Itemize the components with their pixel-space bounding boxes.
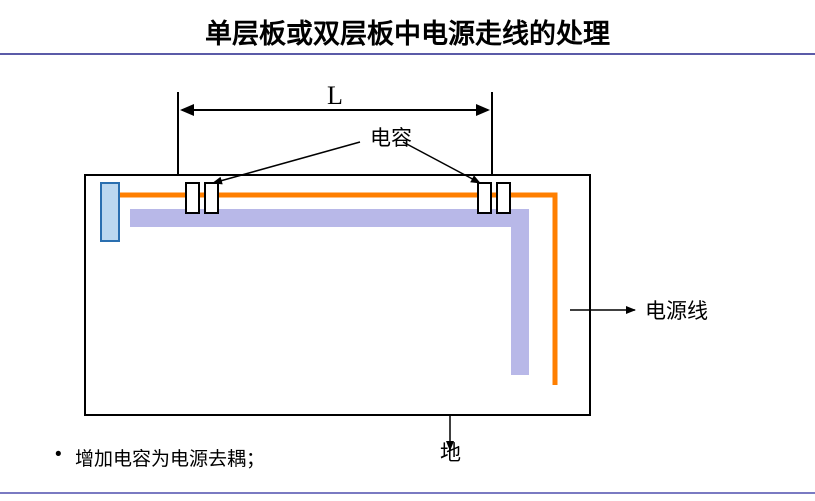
label-capacitor: 电容 xyxy=(370,126,412,150)
capacitor-0 xyxy=(186,183,199,213)
pcb-diagram: L 电容电源线地 xyxy=(0,70,815,470)
label-power-line: 电源线 xyxy=(645,299,708,323)
edge-connector xyxy=(101,183,119,241)
bottom-divider xyxy=(0,492,815,494)
capacitor-3 xyxy=(497,183,510,213)
bullet-text: 增加电容为电源去耦； xyxy=(75,444,265,471)
capacitor-1 xyxy=(205,183,218,213)
label-ground: 地 xyxy=(440,441,461,465)
top-divider xyxy=(0,53,815,55)
dim-label: L xyxy=(327,81,343,110)
capacitor-2 xyxy=(478,183,491,213)
slide-title: 单层板或双层板中电源走线的处理 xyxy=(0,12,815,51)
